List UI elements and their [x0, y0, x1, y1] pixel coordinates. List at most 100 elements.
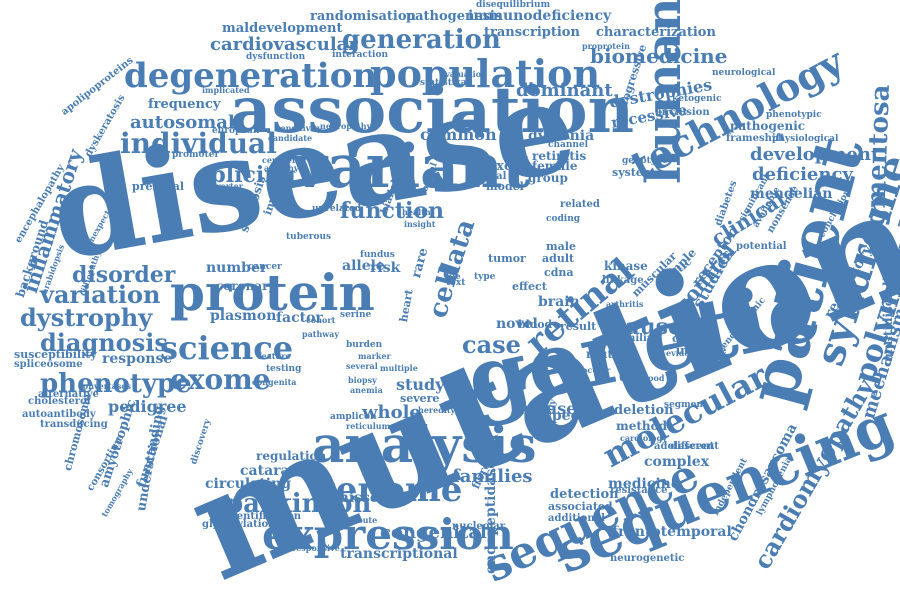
word: maldevelopment	[222, 20, 343, 36]
word: group	[528, 171, 568, 186]
word: contribute	[330, 514, 378, 525]
word: interaction	[332, 49, 389, 60]
word: population	[370, 50, 601, 96]
word: pigmentosa	[860, 84, 896, 256]
word: factor	[276, 309, 323, 326]
word: retinitis	[532, 149, 587, 164]
word: randomisation	[310, 8, 416, 24]
word: amplicon	[330, 411, 377, 422]
word: susceptibility	[14, 348, 97, 362]
word: reticulum	[346, 420, 391, 431]
word: result	[560, 320, 597, 334]
word: cohort	[306, 314, 336, 325]
word: cdna	[544, 266, 574, 280]
word: nucleolar	[452, 521, 506, 532]
word: adolescent	[654, 441, 715, 452]
word: life	[446, 270, 461, 281]
word: detection	[550, 486, 619, 502]
word: mendelian	[750, 185, 833, 202]
word: coronary	[216, 279, 276, 294]
word: neuropathy	[320, 120, 372, 131]
word: mouse	[518, 399, 577, 419]
word: phenotypic	[766, 109, 822, 120]
word: fundus	[360, 249, 395, 260]
word: cancer	[248, 261, 282, 272]
word: immunodeficiency	[468, 7, 612, 24]
word: coding	[546, 213, 581, 224]
word: converter	[200, 180, 243, 191]
word: text	[446, 277, 466, 288]
word: degeneration	[124, 55, 378, 96]
word: linkage	[602, 275, 644, 286]
word: disequilibrium	[476, 0, 551, 10]
word: biopsy	[348, 374, 377, 385]
word: promoter	[172, 149, 220, 160]
word: cause	[612, 314, 683, 341]
word: genotype	[622, 155, 668, 166]
word: childhood	[620, 372, 665, 383]
word: novel	[496, 315, 538, 332]
word: frequency	[148, 96, 221, 112]
word: disorder	[72, 262, 176, 289]
word: development	[750, 143, 880, 165]
word: diagnosis	[40, 327, 168, 357]
word: plasmon	[210, 307, 277, 324]
word: medicine	[608, 475, 680, 492]
word: anemia	[350, 384, 383, 395]
word: transcriptional	[340, 545, 458, 562]
word: effect	[512, 280, 547, 294]
word: allele	[342, 257, 385, 274]
word: health	[402, 206, 431, 217]
word: deletion	[614, 402, 674, 418]
word: neurogenetic	[610, 553, 685, 564]
word: missense	[334, 489, 406, 506]
word: dystrophy	[20, 302, 153, 332]
word: brain	[538, 293, 580, 310]
word: association	[230, 72, 635, 148]
word: multiple	[380, 362, 418, 373]
word: related	[560, 199, 600, 210]
word: autosomal	[130, 111, 235, 133]
word: risk	[370, 259, 401, 276]
word: inclusion	[658, 107, 710, 118]
word: dominant	[516, 79, 613, 101]
word: feature	[258, 350, 291, 361]
word: transducing	[40, 419, 108, 430]
word: study	[396, 375, 445, 395]
word: splicing	[198, 162, 296, 189]
word: animal	[468, 171, 507, 182]
word: deficiency	[752, 163, 853, 185]
word: ketogenic	[672, 93, 722, 104]
word: exon	[488, 158, 523, 174]
word: european	[212, 125, 260, 136]
word: dysfunction	[246, 51, 306, 62]
word: case	[462, 329, 521, 359]
word: marker	[358, 350, 391, 361]
word: different	[670, 441, 719, 452]
word: common	[420, 125, 497, 145]
word: circulating	[205, 475, 292, 492]
word: testing	[266, 363, 302, 374]
word: complex	[644, 453, 710, 470]
word: model	[486, 180, 524, 194]
word: spliceosome	[14, 359, 83, 370]
word: implicated	[202, 84, 250, 95]
word: whole	[362, 401, 421, 423]
word: several	[346, 360, 378, 371]
word: male	[546, 240, 576, 254]
word: identification	[226, 511, 302, 522]
word: immune	[676, 344, 727, 358]
word: familial	[614, 333, 658, 344]
word: atrophy	[264, 162, 299, 173]
word: kinase	[604, 259, 648, 274]
word: unrelated	[312, 203, 361, 214]
word: pathogenic	[730, 119, 806, 134]
word: potential	[736, 241, 787, 252]
word: cataract	[240, 462, 305, 479]
word: channel	[548, 139, 589, 150]
word: pathogenesis	[406, 8, 503, 24]
word: genome	[312, 469, 463, 510]
word: generation	[342, 25, 501, 56]
word: responsive	[292, 542, 340, 553]
